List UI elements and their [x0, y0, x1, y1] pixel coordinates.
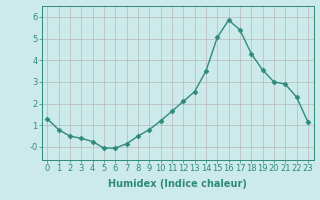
X-axis label: Humidex (Indice chaleur): Humidex (Indice chaleur) [108, 179, 247, 189]
